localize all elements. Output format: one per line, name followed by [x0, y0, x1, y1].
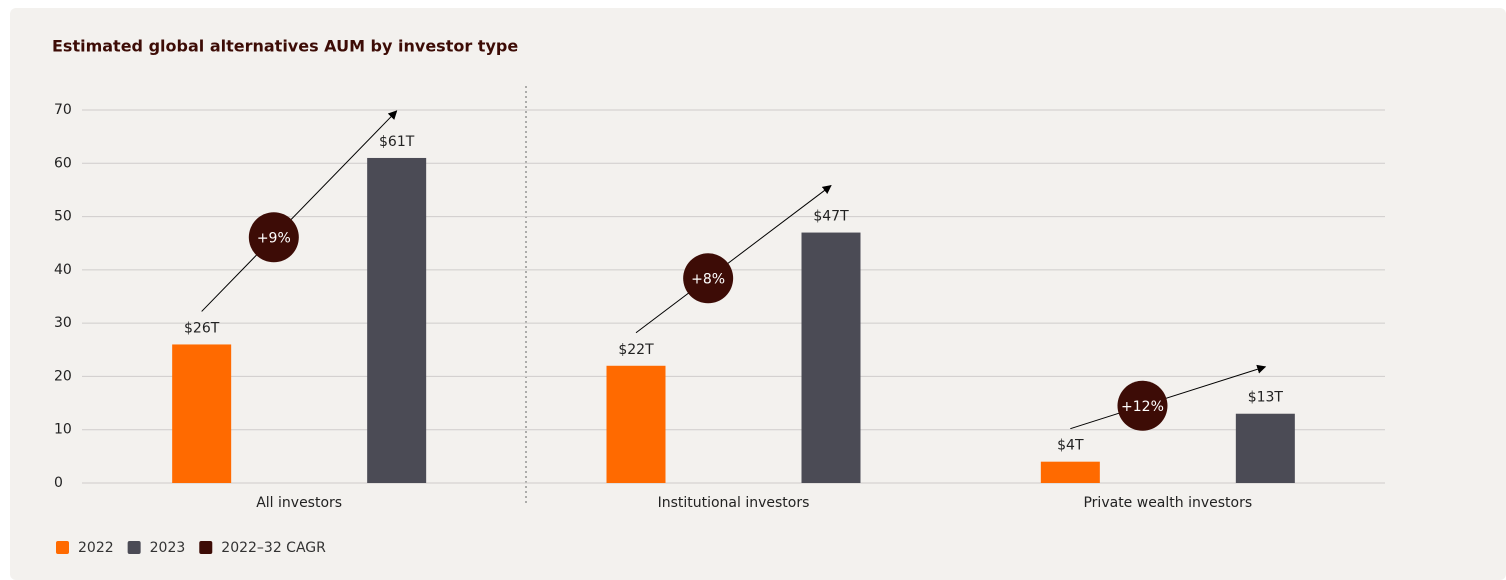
cagr-label: +9% — [257, 230, 291, 246]
legend-label: 2023 — [150, 540, 186, 556]
bar — [1040, 461, 1100, 483]
growth-arrow — [201, 110, 398, 312]
y-tick-label: 40 — [54, 262, 72, 278]
legend-label: 2022 — [78, 540, 114, 556]
cagr-badge — [683, 253, 734, 304]
x-tick-label: Institutional investors — [658, 495, 810, 511]
x-tick-label: Private wealth investors — [1083, 495, 1252, 511]
bar — [367, 157, 427, 483]
bar — [801, 232, 861, 483]
y-tick-label: 50 — [54, 209, 72, 225]
y-tick-label: 10 — [54, 422, 72, 438]
cagr-label: +8% — [691, 271, 725, 287]
cagr-badge — [248, 212, 299, 263]
chart-title: Estimated global alternatives AUM by inv… — [52, 37, 518, 56]
legend-swatch — [199, 541, 213, 554]
growth-arrow — [1070, 364, 1267, 430]
value-label: $22T — [618, 342, 654, 358]
y-tick-label: 60 — [54, 155, 72, 171]
y-tick-label: 0 — [54, 475, 63, 491]
cagr-label: +12% — [1121, 399, 1164, 415]
growth-arrow — [635, 185, 832, 334]
value-label: $13T — [1248, 390, 1284, 406]
value-label: $47T — [813, 209, 849, 225]
value-label: $26T — [184, 320, 220, 336]
bar — [606, 365, 666, 483]
bar — [1235, 413, 1295, 483]
value-label: $61T — [379, 134, 415, 150]
legend-label: 2022–32 CAGR — [221, 540, 326, 556]
y-tick-label: 20 — [54, 368, 72, 384]
y-tick-label: 30 — [54, 315, 72, 331]
value-label: $4T — [1057, 438, 1084, 454]
bar — [172, 344, 232, 483]
legend-swatch — [127, 541, 141, 554]
cagr-badge — [1117, 380, 1168, 431]
x-tick-label: All investors — [256, 495, 342, 511]
legend-swatch — [56, 541, 69, 554]
y-tick-label: 70 — [54, 102, 72, 118]
